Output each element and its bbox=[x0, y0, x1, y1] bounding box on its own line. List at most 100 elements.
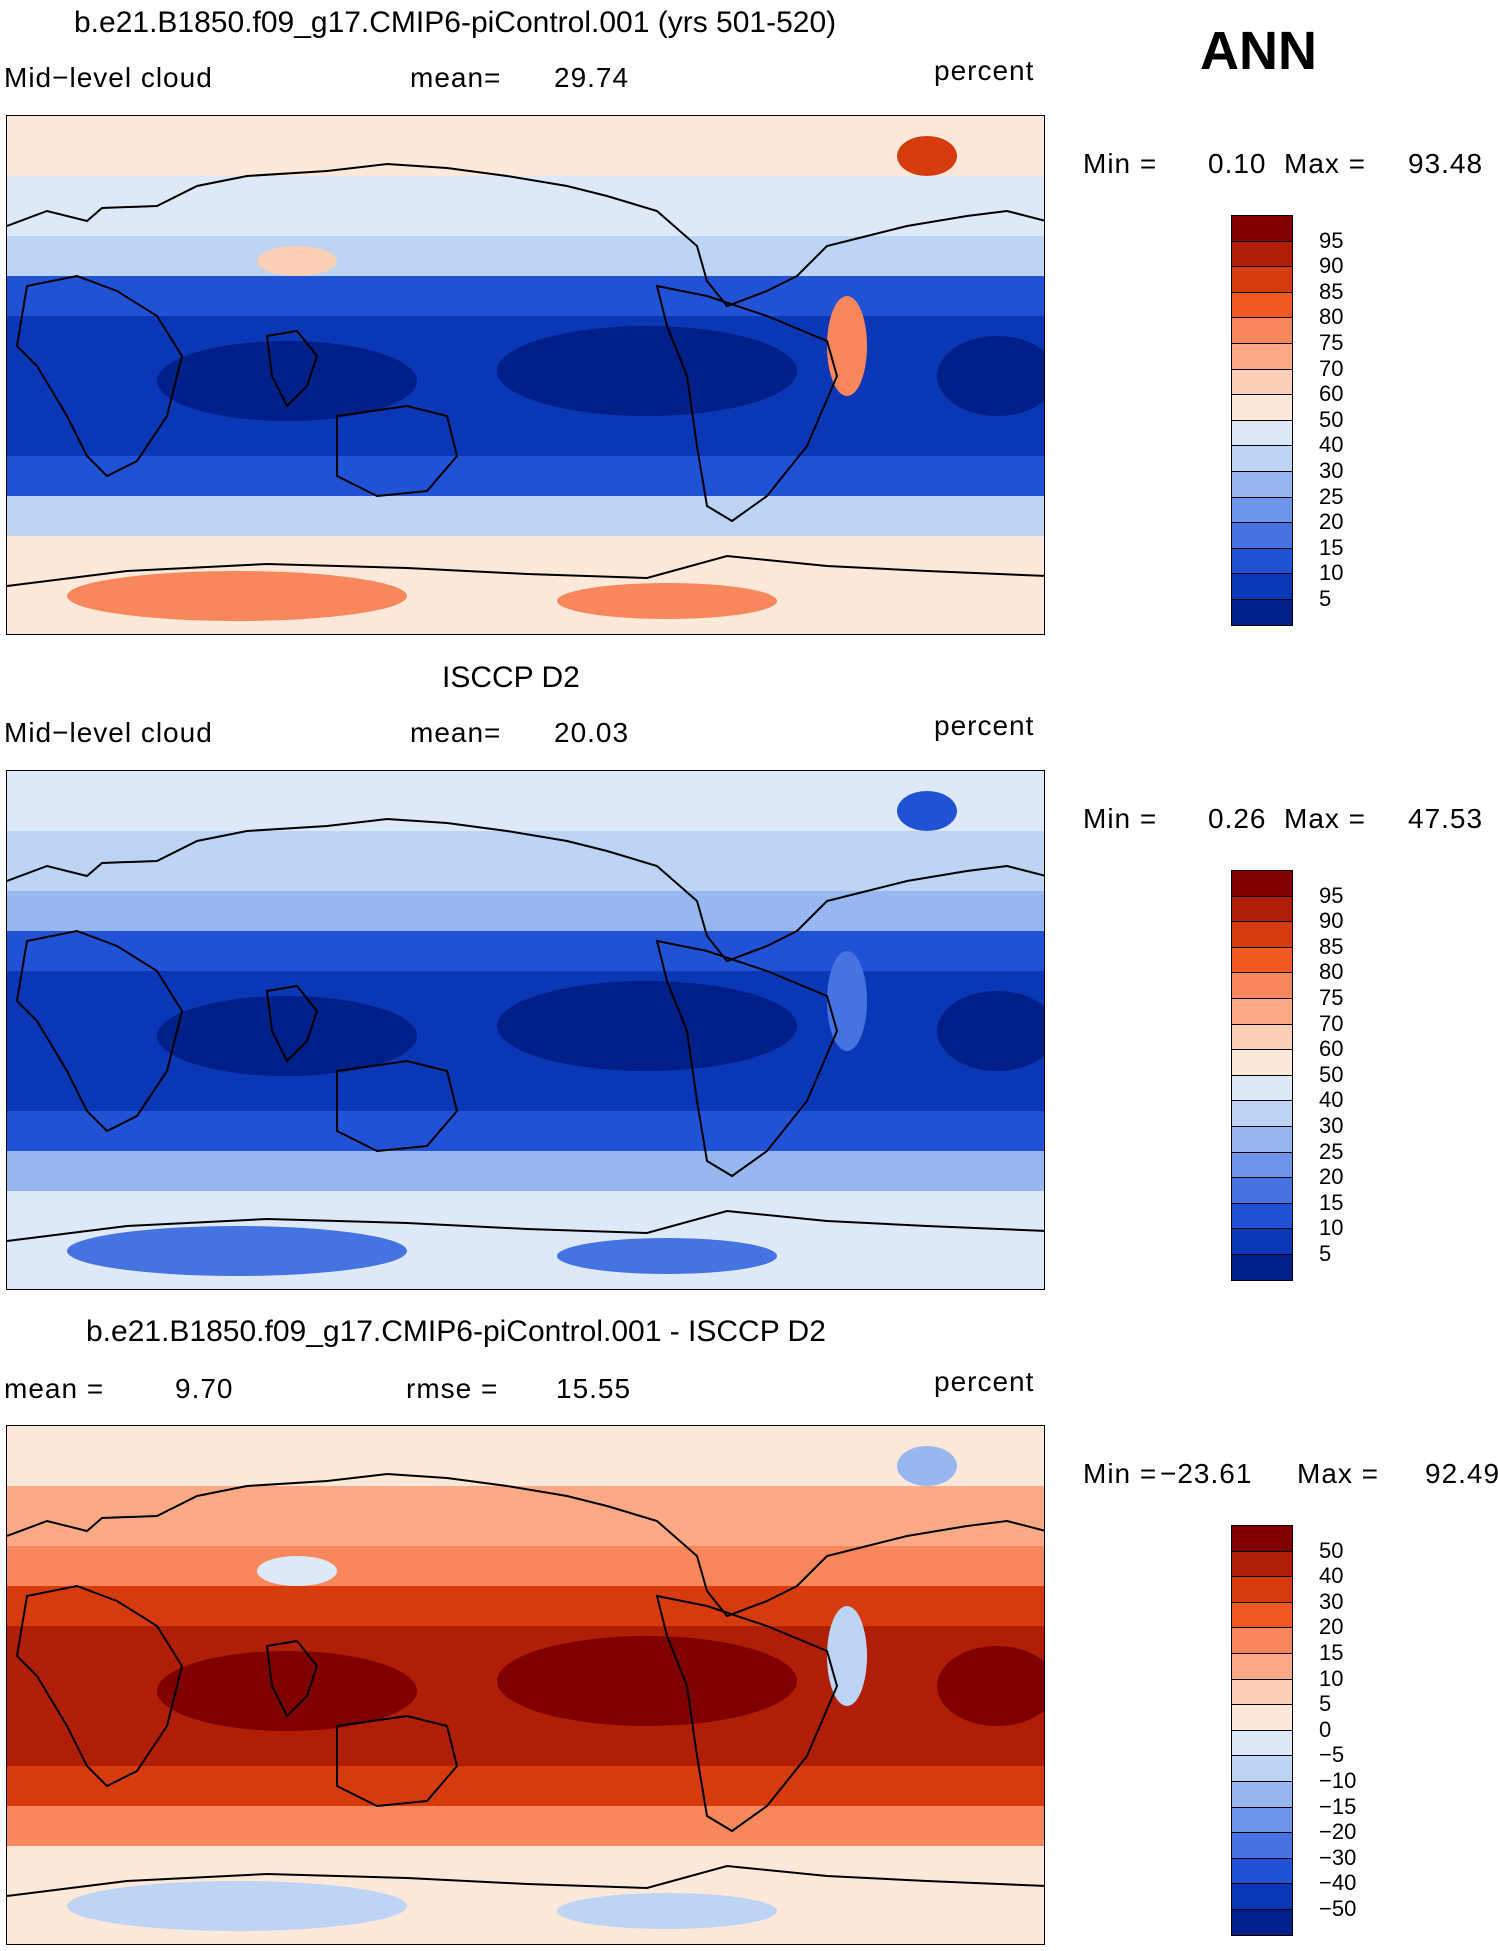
colorbar-tick-label: 95 bbox=[1319, 882, 1344, 908]
field-blob-atlantic bbox=[937, 1646, 1044, 1726]
zonal-band-subtropic bbox=[7, 931, 1044, 971]
field-blob-atlantic bbox=[937, 991, 1044, 1071]
coastline bbox=[336, 1714, 459, 1808]
zonal-band-arctic bbox=[7, 1426, 1044, 1486]
colorbar-tick-label: 40 bbox=[1319, 432, 1344, 458]
colorbar-swatch bbox=[1232, 997, 1292, 1024]
field-blob-tibet bbox=[257, 1556, 337, 1586]
colorbar-tick-label: 60 bbox=[1319, 381, 1344, 407]
colorbar-tick-label: 80 bbox=[1319, 959, 1344, 985]
panel3-max-label: Max = bbox=[1297, 1458, 1380, 1489]
zonal-band-southern-ocean bbox=[7, 1806, 1044, 1846]
colorbar-tick-label: 85 bbox=[1319, 278, 1344, 304]
coastline bbox=[15, 929, 184, 1133]
colorbar-swatch bbox=[1232, 445, 1292, 471]
colorbar-swatch bbox=[1232, 1253, 1292, 1280]
coastline bbox=[336, 1059, 459, 1153]
colorbar-tick-label: 75 bbox=[1319, 330, 1344, 355]
colorbar-swatch bbox=[1232, 1525, 1292, 1551]
field-blob-indian-ocean bbox=[157, 996, 417, 1076]
field-blob-east-pacific bbox=[497, 326, 797, 416]
colorbar-tick-label: 70 bbox=[1319, 1010, 1344, 1036]
panel2-min-label: Min = bbox=[1083, 803, 1158, 834]
panel3-min-value: −23.61 bbox=[1160, 1458, 1253, 1489]
colorbar-tick-label: 80 bbox=[1319, 304, 1344, 330]
colorbar-tick-label: 10 bbox=[1319, 560, 1344, 586]
colorbar-swatch bbox=[1232, 1049, 1292, 1075]
panel2-units: percent bbox=[934, 710, 1035, 741]
coastline bbox=[7, 162, 1044, 308]
colorbar-swatch bbox=[1232, 598, 1292, 625]
zonal-band-arctic bbox=[7, 771, 1044, 831]
field-blob-antarctic-west bbox=[67, 1881, 407, 1931]
colorbar-tick-label: −5 bbox=[1319, 1742, 1345, 1768]
panel3-min-label: Min = bbox=[1083, 1458, 1158, 1489]
field-blob-greenland bbox=[897, 1446, 957, 1486]
field-blob-east-pacific bbox=[497, 981, 797, 1071]
field-blob-atlantic bbox=[937, 336, 1044, 416]
coastline bbox=[7, 1209, 1044, 1242]
colorbar-tick-label: 0 bbox=[1319, 1716, 1332, 1742]
colorbar-swatch bbox=[1232, 1908, 1292, 1935]
field-blob-tibet bbox=[257, 901, 337, 931]
colorbar-swatch bbox=[1232, 240, 1292, 267]
colorbar-tick-label: 95 bbox=[1319, 227, 1344, 253]
colorbar-tick-label: 10 bbox=[1319, 1215, 1344, 1241]
panel3-mean-value: 9.70 bbox=[175, 1373, 234, 1404]
panel2-max-value: 47.53 bbox=[1408, 803, 1484, 834]
colorbar-swatch bbox=[1232, 1151, 1292, 1178]
colorbar-swatch bbox=[1232, 1228, 1292, 1254]
field-blob-greenland bbox=[897, 136, 957, 176]
zonal-band-north bbox=[7, 1486, 1044, 1546]
panel2-mean-value: 20.03 bbox=[554, 717, 630, 748]
colorbar-swatch bbox=[1232, 573, 1292, 599]
colorbar-tick-label: −15 bbox=[1319, 1793, 1357, 1819]
panel3-map bbox=[6, 1425, 1045, 1945]
colorbar-swatch bbox=[1232, 1074, 1292, 1101]
colorbar-tick-label: 20 bbox=[1319, 1614, 1344, 1640]
colorbar-swatch bbox=[1232, 1857, 1292, 1884]
colorbar-tick-label: 50 bbox=[1319, 1537, 1344, 1563]
colorbar-tick-label: 40 bbox=[1319, 1087, 1344, 1113]
panel1-map bbox=[6, 115, 1045, 635]
colorbar-swatch bbox=[1232, 470, 1292, 497]
coastline bbox=[265, 329, 319, 408]
colorbar-swatch bbox=[1232, 1806, 1292, 1833]
coastline bbox=[655, 1594, 839, 1833]
coastline bbox=[655, 284, 839, 523]
colorbar-swatch bbox=[1232, 419, 1292, 446]
panel1-variable-label: Mid−level cloud bbox=[4, 62, 213, 93]
colorbar-swatch bbox=[1232, 291, 1292, 318]
colorbar-swatch bbox=[1232, 1704, 1292, 1730]
panel1-map-field bbox=[7, 116, 1044, 634]
field-blob-andes bbox=[827, 951, 867, 1051]
colorbar-swatch bbox=[1232, 1576, 1292, 1602]
colorbar-swatch bbox=[1232, 1550, 1292, 1577]
field-blob-andes bbox=[827, 296, 867, 396]
colorbar-tick-label: 10 bbox=[1319, 1665, 1344, 1691]
field-blob-antarctic-west bbox=[67, 1226, 407, 1276]
panel3-rmse-value: 15.55 bbox=[556, 1373, 632, 1404]
colorbar-swatch bbox=[1232, 547, 1292, 574]
panel1-mean-label: mean= bbox=[410, 62, 502, 93]
colorbar-swatch bbox=[1232, 1023, 1292, 1050]
panel2-min-value: 0.26 bbox=[1208, 803, 1267, 834]
colorbar-swatches bbox=[1231, 215, 1293, 626]
zonal-band-south-subtropic bbox=[7, 1111, 1044, 1151]
colorbar-tick-label: 30 bbox=[1319, 1113, 1344, 1138]
panel1-min-value: 0.10 bbox=[1208, 148, 1267, 179]
colorbar-swatch bbox=[1232, 946, 1292, 973]
field-blob-indian-ocean bbox=[157, 341, 417, 421]
panel1-title: b.e21.B1850.f09_g17.CMIP6-piControl.001 … bbox=[74, 6, 837, 39]
colorbar-tick-label: −40 bbox=[1319, 1870, 1357, 1896]
panel1-min-label: Min = bbox=[1083, 148, 1158, 179]
field-blob-east-pacific bbox=[497, 1636, 797, 1726]
colorbar-swatch bbox=[1232, 1883, 1292, 1909]
zonal-band-subtropic bbox=[7, 1586, 1044, 1626]
colorbar-swatch bbox=[1232, 1755, 1292, 1781]
zonal-band-midlat bbox=[7, 1546, 1044, 1586]
colorbar-swatch bbox=[1232, 921, 1292, 947]
coastline bbox=[15, 274, 184, 478]
panel3-max-value: 92.49 bbox=[1425, 1458, 1498, 1489]
zonal-band-south-subtropic bbox=[7, 1766, 1044, 1806]
